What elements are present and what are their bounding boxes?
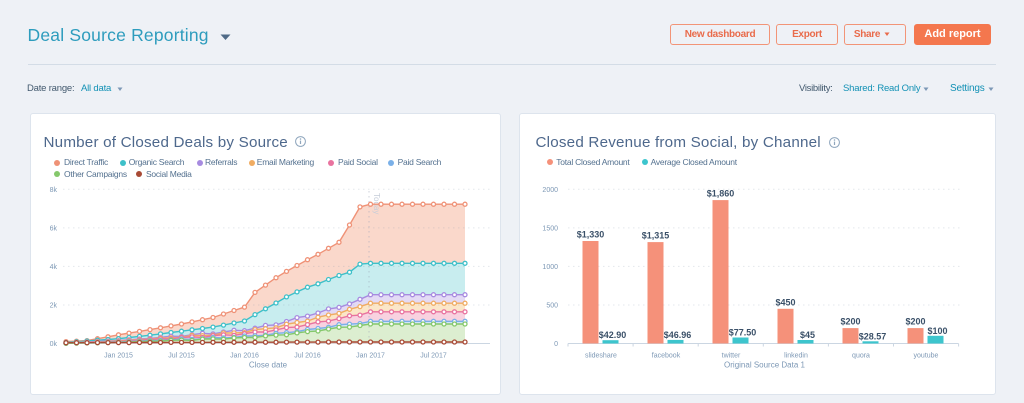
svg-text:Jan 2016: Jan 2016	[230, 353, 259, 360]
svg-text:$77.50: $77.50	[729, 328, 757, 338]
svg-text:1000: 1000	[542, 264, 558, 271]
svg-text:$1,330: $1,330	[577, 230, 605, 240]
svg-text:4k: 4k	[50, 264, 58, 271]
svg-text:$46.96: $46.96	[664, 330, 692, 340]
svg-text:$45: $45	[800, 330, 815, 340]
svg-text:$1,315: $1,315	[642, 231, 670, 241]
svg-text:$100: $100	[927, 326, 947, 336]
svg-text:$200: $200	[905, 317, 925, 327]
svg-text:$200: $200	[840, 317, 860, 327]
svg-text:Jul 2017: Jul 2017	[420, 353, 447, 360]
svg-text:6k: 6k	[50, 225, 58, 232]
svg-text:Jan 2015: Jan 2015	[104, 353, 133, 360]
svg-text:Close date: Close date	[249, 361, 288, 370]
svg-text:$1,860: $1,860	[707, 189, 735, 199]
svg-text:Jul 2015: Jul 2015	[168, 353, 195, 360]
svg-text:0k: 0k	[50, 341, 58, 348]
svg-text:Jan 2017: Jan 2017	[356, 353, 385, 360]
svg-text:$42.90: $42.90	[599, 330, 627, 340]
svg-text:500: 500	[546, 303, 558, 310]
svg-text:$28.57: $28.57	[859, 331, 887, 341]
svg-text:youtube: youtube	[914, 353, 939, 360]
svg-text:slideshare: slideshare	[585, 353, 617, 360]
svg-text:Original Source Data 1: Original Source Data 1	[724, 361, 805, 370]
svg-text:2000: 2000	[542, 187, 558, 194]
svg-text:1500: 1500	[542, 225, 558, 232]
svg-text:$450: $450	[775, 297, 795, 307]
svg-text:facebook: facebook	[652, 353, 681, 360]
svg-text:linkedin: linkedin	[784, 353, 808, 360]
svg-text:2k: 2k	[50, 303, 58, 310]
svg-text:0: 0	[554, 341, 558, 348]
svg-text:Jul 2016: Jul 2016	[294, 353, 321, 360]
svg-text:twitter: twitter	[722, 353, 741, 360]
svg-text:8k: 8k	[50, 187, 58, 194]
svg-text:quora: quora	[852, 353, 870, 360]
